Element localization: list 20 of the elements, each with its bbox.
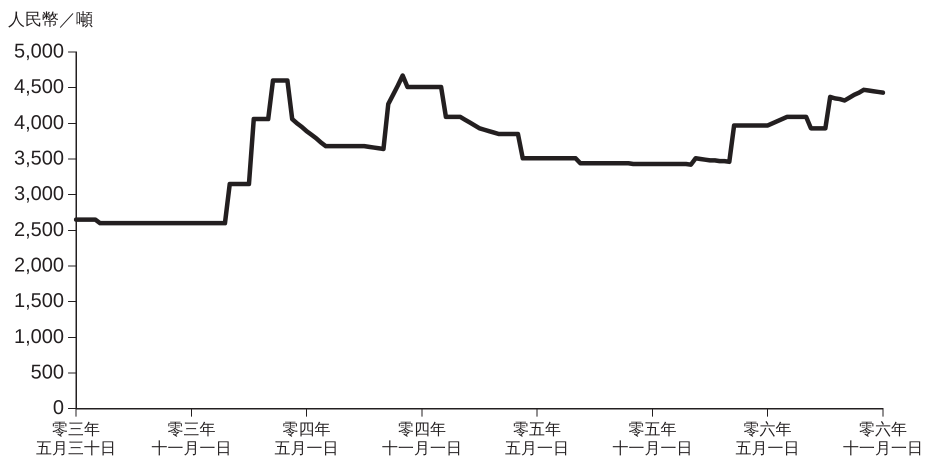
x-tick-label: 零六年十一月一日 (843, 419, 923, 458)
y-tick-label: 4,500 (14, 76, 64, 98)
x-tick-label: 零五年十一月一日 (612, 419, 692, 458)
y-tick-label: 1,000 (14, 326, 64, 348)
x-tick-label: 零六年五月一日 (736, 419, 800, 458)
y-tick-label: 2,500 (14, 218, 64, 241)
y-axis-title: 人民幣／噸 (8, 9, 93, 31)
x-tick-label: 零三年五月三十日 (36, 419, 116, 458)
y-tick-label: 2,000 (14, 254, 64, 276)
y-tick-label: 0 (52, 397, 64, 420)
y-tick-label: 3,000 (14, 183, 64, 206)
x-tick-label: 零四年五月一日 (274, 419, 339, 458)
y-tick-label: 1,500 (14, 290, 64, 312)
y-tick-label: 3,500 (14, 147, 64, 170)
y-tick-label: 5,000 (14, 40, 64, 63)
y-tick-label: 500 (30, 361, 64, 384)
x-tick-label: 零四年十一月一日 (382, 419, 462, 458)
x-tick-label: 零五年五月一日 (505, 419, 570, 458)
y-tick-label: 4,000 (14, 112, 64, 134)
x-tick-label: 零三年十一月一日 (151, 419, 232, 458)
